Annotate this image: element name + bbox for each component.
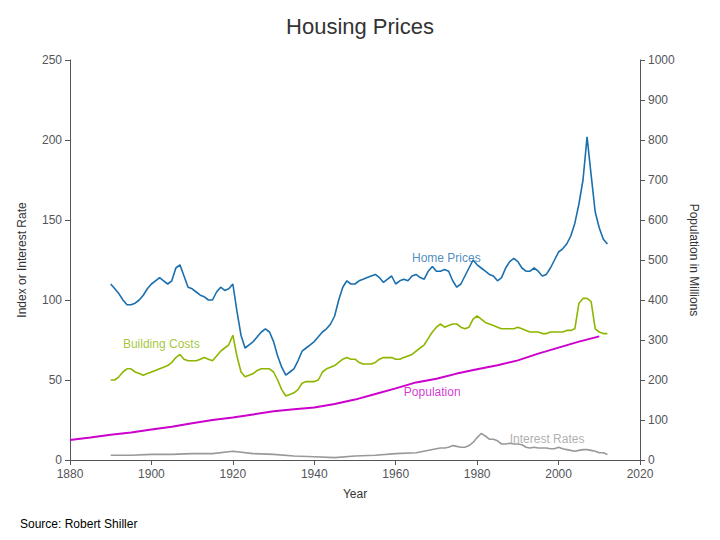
- svg-text:1940: 1940: [301, 467, 328, 481]
- svg-text:Year: Year: [343, 487, 367, 501]
- svg-text:400: 400: [648, 293, 668, 307]
- svg-text:1960: 1960: [382, 467, 409, 481]
- svg-text:1000: 1000: [648, 53, 675, 67]
- svg-text:Index or Interest Rate: Index or Interest Rate: [15, 202, 29, 318]
- svg-text:1880: 1880: [57, 467, 84, 481]
- svg-text:250: 250: [42, 53, 62, 67]
- svg-text:900: 900: [648, 93, 668, 107]
- svg-text:Source: Robert Shiller: Source: Robert Shiller: [20, 517, 137, 531]
- svg-text:Home Prices: Home Prices: [412, 251, 481, 265]
- svg-text:0: 0: [648, 453, 655, 467]
- svg-text:1920: 1920: [220, 467, 247, 481]
- svg-text:2020: 2020: [627, 467, 654, 481]
- svg-text:200: 200: [648, 373, 668, 387]
- svg-text:100: 100: [42, 293, 62, 307]
- svg-text:Building Costs: Building Costs: [123, 337, 200, 351]
- svg-text:1900: 1900: [138, 467, 165, 481]
- svg-text:500: 500: [648, 253, 668, 267]
- svg-text:600: 600: [648, 213, 668, 227]
- svg-text:1980: 1980: [464, 467, 491, 481]
- svg-text:50: 50: [49, 373, 63, 387]
- svg-text:100: 100: [648, 413, 668, 427]
- svg-text:700: 700: [648, 173, 668, 187]
- svg-text:Population in Millions: Population in Millions: [687, 204, 701, 317]
- svg-text:0: 0: [55, 453, 62, 467]
- svg-text:200: 200: [42, 133, 62, 147]
- svg-text:Interest Rates: Interest Rates: [510, 432, 585, 446]
- svg-text:Population: Population: [404, 385, 461, 399]
- svg-text:150: 150: [42, 213, 62, 227]
- svg-text:2000: 2000: [545, 467, 572, 481]
- svg-text:Housing Prices: Housing Prices: [286, 14, 434, 39]
- svg-text:800: 800: [648, 133, 668, 147]
- svg-text:300: 300: [648, 333, 668, 347]
